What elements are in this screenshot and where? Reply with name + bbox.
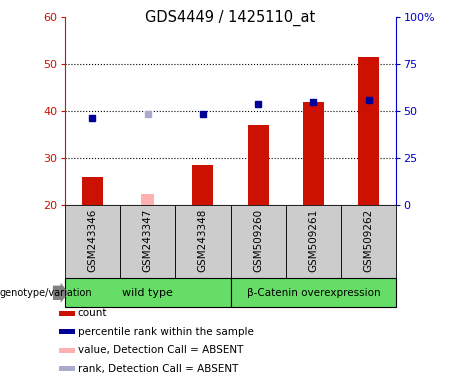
Bar [175,205,230,278]
Text: GDS4449 / 1425110_at: GDS4449 / 1425110_at [145,10,316,26]
Text: value, Detection Call = ABSENT: value, Detection Call = ABSENT [78,345,243,355]
Bar [59,311,75,316]
Text: percentile rank within the sample: percentile rank within the sample [78,327,254,337]
Bar [59,348,75,353]
Bar [82,177,103,205]
Bar [65,278,230,307]
Bar [59,329,75,334]
Bar [230,278,396,307]
Text: GSM509262: GSM509262 [364,209,374,272]
Bar [120,205,175,278]
Text: GSM509260: GSM509260 [253,209,263,272]
Text: GSM243348: GSM243348 [198,209,208,273]
Text: β-Catenin overexpression: β-Catenin overexpression [247,288,380,298]
Bar [59,366,75,371]
Text: GSM243347: GSM243347 [142,209,153,273]
Text: GSM243346: GSM243346 [87,209,97,273]
Bar [303,102,324,205]
Text: count: count [78,308,107,318]
Text: genotype/variation: genotype/variation [0,288,93,298]
Text: GSM509261: GSM509261 [308,209,319,272]
Bar [341,205,396,278]
Bar [65,205,120,278]
Text: rank, Detection Call = ABSENT: rank, Detection Call = ABSENT [78,364,238,374]
FancyArrow shape [53,283,68,303]
Bar [248,126,269,205]
Bar [192,166,213,205]
Bar [230,205,286,278]
Bar [142,194,154,205]
Bar [286,205,341,278]
Bar [358,57,379,205]
Text: wild type: wild type [122,288,173,298]
